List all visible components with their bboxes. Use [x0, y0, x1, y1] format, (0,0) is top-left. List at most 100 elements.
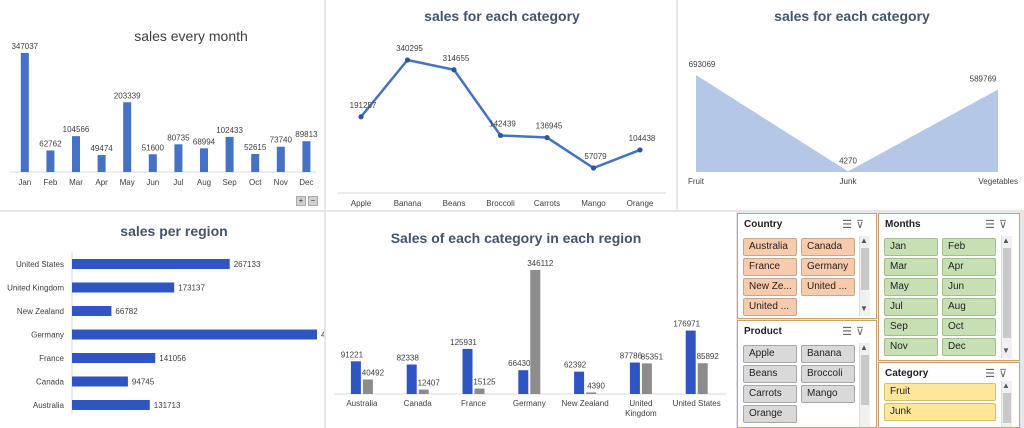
- scroll-up-icon[interactable]: ▲: [860, 343, 868, 352]
- data-label: 94745: [132, 378, 155, 387]
- chart-category: sales for each category 693069 Fruit 4270 Ju…: [688, 8, 1018, 186]
- country-item-australia[interactable]: Australia: [743, 238, 797, 256]
- clear-filter-icon[interactable]: ⊽: [998, 219, 1011, 231]
- scroll-down-icon[interactable]: ▼: [1002, 346, 1010, 355]
- bar-united-states-s1: [685, 330, 696, 394]
- data-label: 173137: [178, 284, 205, 293]
- x-tick-label: Junk: [840, 177, 858, 186]
- area-fill: [696, 75, 998, 172]
- expand-button[interactable]: +: [296, 196, 306, 206]
- bar-dec: [302, 141, 311, 172]
- country-item-canada[interactable]: Canada: [801, 238, 855, 256]
- bar-nov: [276, 146, 285, 172]
- bar-new-zealand: [72, 306, 112, 316]
- country-item-united-states[interactable]: United ...: [743, 298, 797, 316]
- point-mango: [590, 165, 597, 171]
- country-scrollbar[interactable]: [859, 236, 870, 316]
- bar-apr: [97, 155, 106, 172]
- month-item-nov[interactable]: Nov: [884, 338, 938, 356]
- category-scrollbar[interactable]: [1001, 381, 1012, 427]
- month-item-dec[interactable]: Dec: [942, 338, 996, 356]
- data-label: 203339: [114, 91, 141, 100]
- x-tick-label: Jul: [173, 178, 183, 187]
- point-orange: [637, 147, 643, 153]
- data-label: 104566: [63, 125, 90, 134]
- multi-select-icon[interactable]: ☰: [985, 219, 999, 231]
- product-item-beans[interactable]: Beans: [743, 365, 797, 383]
- x-tick-label: Feb: [44, 178, 58, 187]
- product-slicer: Product ☰⊽ Apple Banana Beans Broccoli C…: [737, 320, 877, 428]
- country-item-new-zealand[interactable]: New Ze...: [743, 278, 797, 296]
- x-tick-label: Banana: [394, 199, 422, 208]
- data-label: 68994: [193, 137, 216, 146]
- chart-months: sales every month 347037 Jan 62762 Feb 104566…: [10, 28, 318, 187]
- month-item-jan[interactable]: Jan: [884, 238, 938, 256]
- scroll-up-icon[interactable]: ▲: [1002, 381, 1010, 390]
- category-item-fruit[interactable]: Fruit: [884, 383, 996, 401]
- product-item-broccoli[interactable]: Broccoli: [801, 365, 855, 383]
- clear-filter-icon[interactable]: ⊽: [855, 326, 868, 338]
- data-label: 136945: [536, 122, 563, 131]
- data-label: 62392: [564, 361, 587, 370]
- month-item-mar[interactable]: Mar: [884, 258, 938, 276]
- bar-canada-s2: [418, 389, 429, 394]
- multi-select-icon[interactable]: ☰: [842, 219, 856, 231]
- product-scrollbar[interactable]: [859, 343, 870, 427]
- data-label: 267133: [234, 260, 261, 269]
- month-item-apr[interactable]: Apr: [942, 258, 996, 276]
- month-item-oct[interactable]: Oct: [942, 318, 996, 336]
- chart-title: Sales of each category in each region: [391, 230, 642, 246]
- bar-united-kingdom-s1: [629, 362, 640, 394]
- x-tick-label: United States: [673, 399, 721, 408]
- clear-filter-icon[interactable]: ⊽: [998, 368, 1011, 380]
- x-tick-label: Mar: [69, 178, 83, 187]
- country-item-germany[interactable]: Germany: [801, 258, 855, 276]
- bar-france-s2: [474, 388, 485, 394]
- collapse-button[interactable]: −: [308, 196, 318, 206]
- data-label: 57079: [584, 152, 607, 161]
- data-label: 85351: [641, 352, 664, 361]
- point-apple: [358, 114, 364, 120]
- data-label: 141056: [159, 354, 186, 363]
- x-tick-label: Apr: [95, 178, 108, 187]
- scroll-down-icon[interactable]: ▼: [860, 304, 868, 313]
- month-item-feb[interactable]: Feb: [942, 238, 996, 256]
- country-item-france[interactable]: France: [743, 258, 797, 276]
- data-label: 102433: [216, 126, 243, 135]
- country-item-united-kingdom[interactable]: United ...: [801, 278, 855, 296]
- point-banana: [404, 57, 411, 63]
- month-item-aug[interactable]: Aug: [942, 298, 996, 316]
- multi-select-icon[interactable]: ☰: [985, 368, 999, 380]
- month-item-jul[interactable]: Jul: [884, 298, 938, 316]
- product-item-apple[interactable]: Apple: [743, 345, 797, 363]
- months-scrollbar[interactable]: [1001, 236, 1012, 358]
- data-label: 41: [321, 331, 324, 340]
- scroll-up-icon[interactable]: ▲: [860, 236, 868, 245]
- data-label: 589769: [970, 74, 997, 83]
- x-tick-label: New Zealand: [562, 399, 609, 408]
- product-item-carrots[interactable]: Carrots: [743, 385, 797, 403]
- month-item-sep[interactable]: Sep: [884, 318, 938, 336]
- chart-panel-category: sales for each category 693069 Fruit 4270 Ju…: [678, 0, 1024, 210]
- data-label: 340295: [396, 44, 423, 53]
- y-tick-label: Germany: [31, 331, 64, 340]
- chart-region: sales per region United States 267133 Unite…: [7, 223, 324, 414]
- multi-select-icon[interactable]: ☰: [842, 326, 856, 338]
- bar-oct: [251, 153, 260, 172]
- y-tick-label: Australia: [33, 401, 65, 410]
- point-broccoli: [497, 132, 504, 139]
- product-item-orange[interactable]: Orange: [743, 405, 797, 423]
- category-item-junk[interactable]: Junk: [884, 403, 996, 421]
- data-label: 346112: [527, 259, 554, 268]
- product-item-mango[interactable]: Mango: [801, 385, 855, 403]
- month-item-may[interactable]: May: [884, 278, 938, 296]
- month-item-jun[interactable]: Jun: [942, 278, 996, 296]
- chart-product: sales for each category 191257 Apple 340295…: [338, 8, 666, 208]
- bar-germany-s2: [530, 270, 541, 394]
- data-label: 131713: [154, 401, 181, 410]
- clear-filter-icon[interactable]: ⊽: [855, 219, 868, 231]
- x-tick-label: May: [120, 178, 135, 187]
- x-tick-label: Broccoli: [486, 199, 515, 208]
- scroll-up-icon[interactable]: ▲: [1002, 236, 1010, 245]
- product-item-banana[interactable]: Banana: [801, 345, 855, 363]
